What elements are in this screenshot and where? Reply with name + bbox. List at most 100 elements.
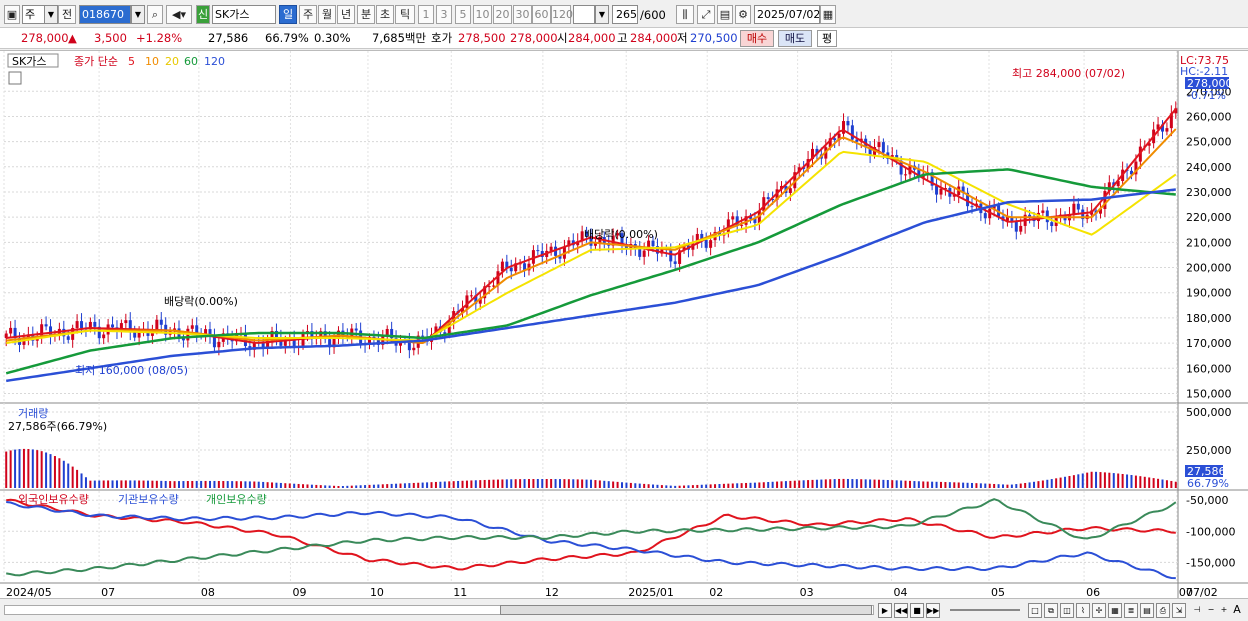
volume-bar: [315, 484, 318, 488]
rewind-icon[interactable]: ◀◀: [894, 603, 908, 618]
market-select[interactable]: 주: [22, 5, 46, 24]
candle-body: [266, 340, 270, 349]
pause-icon[interactable]: ■: [910, 603, 924, 618]
count-input[interactable]: 265: [612, 5, 638, 24]
volume-bar: [1134, 475, 1137, 488]
prev-button[interactable]: 전: [58, 5, 76, 24]
crosshair-icon[interactable]: ✢: [1092, 603, 1106, 618]
volume-bar: [683, 485, 686, 488]
custom-interval[interactable]: [573, 5, 595, 24]
volume-bar: [434, 481, 437, 488]
eval-button[interactable]: 평: [817, 30, 837, 47]
chevron-down-icon[interactable]: ▼: [595, 5, 609, 24]
list-icon[interactable]: ≣: [1124, 603, 1138, 618]
print-icon[interactable]: ⎙: [1156, 603, 1170, 618]
period-second[interactable]: 초: [376, 5, 394, 24]
auto-scale-icon[interactable]: A: [1233, 603, 1241, 616]
volume-bar: [381, 484, 384, 488]
speaker-icon[interactable]: ◀▾: [166, 5, 192, 24]
candle-body: [407, 340, 411, 351]
period-month[interactable]: 월: [318, 5, 336, 24]
candle-icon[interactable]: ⫼: [676, 5, 694, 24]
date-input[interactable]: 2025/07/02: [754, 5, 820, 24]
period-week[interactable]: 주: [299, 5, 317, 24]
volume-bar: [762, 482, 765, 488]
volume-bar: [390, 483, 393, 488]
save-icon[interactable]: ▤: [717, 5, 733, 24]
candle-body: [815, 148, 819, 155]
period-day[interactable]: 일: [279, 5, 297, 24]
table-icon[interactable]: ▤: [1140, 603, 1154, 618]
volume-bar: [767, 482, 770, 488]
chevron-down-icon[interactable]: ▼: [44, 5, 58, 24]
copy-icon[interactable]: ⧉: [1044, 603, 1058, 618]
volume-bar: [616, 481, 619, 488]
calendar-icon[interactable]: ▦: [820, 5, 836, 24]
period-year[interactable]: 년: [337, 5, 355, 24]
interval-1[interactable]: 1: [418, 5, 434, 24]
grid-icon[interactable]: ▦: [1108, 603, 1122, 618]
x-tick-label: 06: [1086, 586, 1100, 599]
scroll-track[interactable]: [4, 605, 874, 615]
volume-bar: [288, 483, 291, 488]
candle-body: [748, 216, 752, 219]
candle-body: [328, 339, 332, 348]
ask-label: 호가: [431, 31, 453, 45]
zoom-in-icon[interactable]: +: [1220, 605, 1228, 614]
window-icon[interactable]: □: [1028, 603, 1042, 618]
chart-type-icon[interactable]: ⌇: [1076, 603, 1090, 618]
interval-5[interactable]: 5: [455, 5, 471, 24]
ma-line-120: [6, 188, 1176, 383]
candle-body: [788, 188, 792, 194]
volume-bar: [1103, 472, 1106, 488]
volume: 27,586: [208, 31, 249, 45]
volume-bar: [811, 479, 814, 488]
volume-bar: [115, 480, 118, 488]
candle-body: [1019, 225, 1023, 232]
y-tick-label: 180,000: [1186, 312, 1232, 325]
interval-30[interactable]: 30: [513, 5, 532, 24]
candle-body: [1129, 170, 1133, 175]
search-icon[interactable]: ⌕: [147, 5, 163, 24]
candle-body: [1028, 214, 1032, 218]
forward-icon[interactable]: ▶▶: [926, 603, 940, 618]
layout-icon[interactable]: ▣: [4, 5, 20, 24]
buy-button[interactable]: 매수: [740, 30, 774, 47]
stock-name[interactable]: SK가스: [212, 5, 276, 24]
scroll-thumb[interactable]: [500, 605, 872, 615]
interval-20[interactable]: 20: [493, 5, 512, 24]
gear-icon[interactable]: ⚙: [735, 5, 751, 24]
y-tick-label: 200,000: [1186, 262, 1232, 275]
candle-body: [496, 271, 500, 286]
zoom-out-icon[interactable]: −: [1207, 605, 1215, 614]
zoom-slider[interactable]: [950, 609, 1020, 611]
candle-body: [421, 335, 425, 337]
calculator-icon[interactable]: [8, 71, 22, 85]
interval-10[interactable]: 10: [473, 5, 492, 24]
volume-bar: [714, 484, 717, 488]
volume-bar: [284, 483, 287, 488]
candle-body: [771, 198, 775, 200]
interval-120[interactable]: 120: [551, 5, 573, 24]
interval-3[interactable]: 3: [436, 5, 452, 24]
volume-bar: [324, 485, 327, 488]
draw-icon[interactable]: ⤢: [697, 5, 715, 24]
interval-60[interactable]: 60: [532, 5, 551, 24]
volume-bar: [740, 483, 743, 488]
export-icon[interactable]: ⇲: [1172, 603, 1186, 618]
period-minute[interactable]: 분: [357, 5, 375, 24]
split-icon[interactable]: ◫: [1060, 603, 1074, 618]
shrink-icon[interactable]: ⊣: [1193, 605, 1201, 614]
legend-ma60: 60: [184, 55, 198, 68]
trade-amount: 7,685백만: [372, 31, 427, 45]
code-input[interactable]: 018670: [79, 5, 131, 24]
scroll-right-icon[interactable]: ▶: [878, 603, 892, 618]
x-tick-label: 2024/05: [6, 586, 52, 599]
candle-body: [877, 142, 881, 148]
chevron-down-icon[interactable]: ▼: [131, 5, 145, 24]
period-tick[interactable]: 틱: [395, 5, 415, 24]
x-tick-label: 05: [991, 586, 1005, 599]
volume-bar: [372, 484, 375, 488]
volume-bar: [510, 479, 513, 488]
sell-button[interactable]: 매도: [778, 30, 812, 47]
